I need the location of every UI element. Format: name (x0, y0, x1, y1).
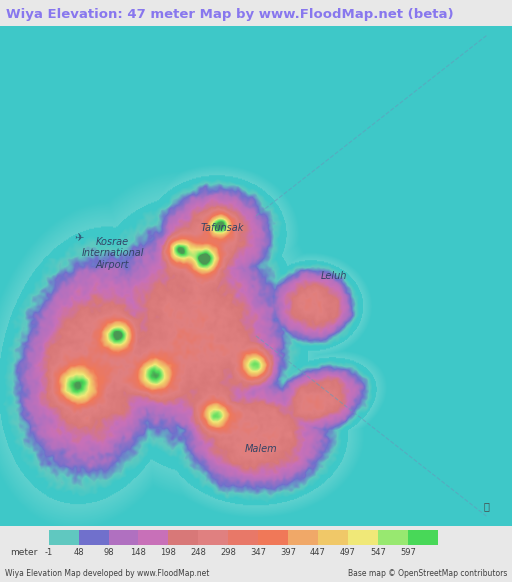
Text: 48: 48 (73, 548, 84, 558)
Text: Kosrae
International
Airport: Kosrae International Airport (81, 237, 144, 270)
Text: -1: -1 (45, 548, 53, 558)
Text: Base map © OpenStreetMap contributors: Base map © OpenStreetMap contributors (348, 569, 507, 579)
Bar (348, 530, 378, 545)
Text: 198: 198 (160, 548, 176, 558)
Text: 🔍: 🔍 (483, 501, 489, 511)
Bar (378, 530, 408, 545)
Text: 547: 547 (370, 548, 386, 558)
Text: Malem: Malem (245, 443, 278, 453)
Bar (408, 530, 438, 545)
Bar (198, 530, 228, 545)
Text: Wiya Elevation Map developed by www.FloodMap.net: Wiya Elevation Map developed by www.Floo… (5, 569, 209, 579)
Bar (228, 530, 258, 545)
Text: 248: 248 (190, 548, 206, 558)
Text: ✈: ✈ (75, 233, 84, 243)
Bar (258, 530, 288, 545)
Text: Wiya Elevation: 47 meter Map by www.FloodMap.net (beta): Wiya Elevation: 47 meter Map by www.Floo… (6, 8, 454, 20)
Bar (138, 530, 168, 545)
Text: meter: meter (10, 548, 37, 558)
Bar (109, 530, 138, 545)
Bar (49, 530, 78, 545)
Text: 397: 397 (280, 548, 296, 558)
Text: 347: 347 (250, 548, 266, 558)
Bar (318, 530, 348, 545)
Bar (78, 530, 109, 545)
Text: 597: 597 (400, 548, 416, 558)
Text: 298: 298 (220, 548, 236, 558)
Text: Tafunsak: Tafunsak (201, 223, 244, 233)
Text: Leluh: Leluh (321, 271, 348, 281)
Text: 447: 447 (310, 548, 326, 558)
Text: 497: 497 (340, 548, 356, 558)
Bar (288, 530, 318, 545)
Text: 98: 98 (103, 548, 114, 558)
Text: 148: 148 (131, 548, 146, 558)
Bar (168, 530, 198, 545)
